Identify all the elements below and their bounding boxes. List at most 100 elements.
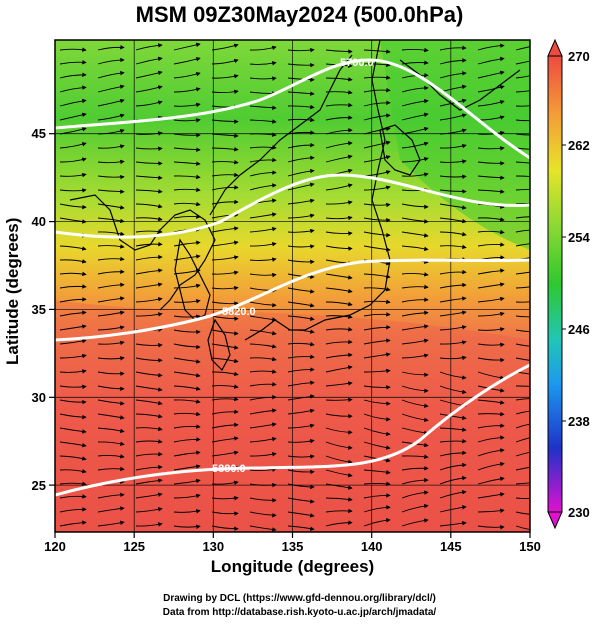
streamline-122: [249, 170, 277, 177]
streamline-168: [515, 216, 530, 219]
streamline-316: [211, 384, 239, 389]
streamline-377: [59, 455, 87, 461]
streamline-451: [401, 518, 429, 527]
streamline-291: [249, 356, 277, 362]
streamline-229: [363, 287, 391, 292]
streamline-367: [173, 437, 201, 443]
streamline-313: [97, 385, 125, 392]
streamline-357: [287, 423, 315, 429]
colorbar-bottom-arrow: [547, 511, 563, 530]
streamline-259: [515, 315, 530, 318]
streamline-386: [401, 454, 429, 459]
streamline-324: [515, 385, 530, 387]
streamline-42: [173, 87, 201, 93]
streamline-215: [325, 273, 353, 280]
streamline-220: [515, 271, 530, 275]
streamline-79: [97, 128, 125, 135]
streamline-115: [477, 161, 505, 166]
streamline-247: [59, 310, 87, 317]
streamline-254: [325, 314, 353, 319]
streamline-351: [59, 427, 87, 434]
streamline-275: [135, 343, 163, 348]
streamline-121: [211, 172, 239, 178]
streamline-221: [59, 284, 87, 289]
streamline-191: [401, 245, 429, 251]
streamline-370: [287, 438, 315, 444]
streamline-445: [173, 524, 201, 530]
streamline-354: [173, 424, 201, 429]
streamline-297: [477, 357, 505, 363]
streamline-450: [363, 518, 391, 527]
streamline-359: [363, 427, 391, 437]
streamline-162: [287, 213, 315, 219]
streamline-389: [515, 451, 530, 457]
streamline-223: [135, 282, 163, 289]
streamline-211: [173, 268, 201, 275]
streamline-344: [287, 408, 315, 415]
streamline-453: [477, 524, 505, 530]
streamline-444: [135, 522, 163, 527]
streamline-138: [363, 185, 391, 191]
streamline-252: [249, 315, 277, 322]
streamline-358: [325, 427, 353, 435]
streamline-439: [439, 505, 467, 513]
streamline-293: [325, 352, 353, 359]
streamline-427: [477, 492, 505, 499]
streamline-337: [515, 398, 530, 401]
streamline-177: [363, 231, 391, 238]
colorbar-label-270: 270: [568, 49, 590, 64]
streamline-135: [249, 183, 277, 191]
streamline-21: [363, 62, 391, 67]
streamline-87: [401, 126, 429, 135]
streamline-446: [211, 525, 239, 531]
streamline-430: [97, 506, 125, 513]
streamline-256: [401, 310, 429, 317]
streamline-166: [439, 217, 467, 224]
streamline-347: [401, 413, 429, 423]
streamline-317: [249, 381, 277, 387]
streamline-302: [173, 371, 201, 378]
streamline-118: [97, 174, 125, 180]
streamline-417: [97, 492, 125, 499]
streamline-301: [135, 371, 163, 378]
lat-tick-45: 45: [32, 126, 46, 141]
streamline-152: [401, 203, 429, 210]
lat-tick-30: 30: [32, 390, 46, 405]
lon-tick-130: 130: [202, 539, 224, 554]
streamline-447: [249, 525, 277, 532]
streamline-388: [477, 448, 505, 457]
streamline-185: [173, 240, 201, 247]
streamline-454: [515, 525, 530, 530]
streamline-158: [135, 216, 163, 222]
streamline-341: [173, 411, 201, 417]
streamline-352: [97, 427, 125, 434]
streamline-200: [249, 257, 277, 262]
streamline-374: [439, 438, 467, 444]
colorbar-top-arrow: [547, 38, 563, 57]
streamline-71: [287, 117, 315, 123]
streamline-27: [97, 70, 125, 79]
streamline-419: [173, 493, 201, 499]
streamline-369: [249, 437, 277, 443]
streamline-261: [97, 325, 125, 331]
contour-5700: [55, 58, 530, 160]
lon-tick-135: 135: [282, 539, 304, 554]
streamline-11: [477, 43, 505, 51]
streamline-423: [325, 497, 353, 502]
contour-5880: [55, 363, 530, 497]
streamline-272: [515, 329, 530, 333]
streamline-145: [135, 203, 163, 209]
streamline-366: [135, 439, 163, 444]
streamline-178: [401, 231, 429, 238]
streamline-231: [439, 282, 467, 289]
streamline-416: [59, 494, 87, 499]
streamline-186: [211, 240, 239, 247]
streamline-113: [401, 157, 429, 163]
streamline-50: [477, 85, 505, 93]
streamline-164: [363, 217, 391, 223]
streamline-94: [173, 147, 201, 152]
streamline-36: [439, 71, 467, 79]
streamline-201: [287, 259, 315, 265]
streamline-387: [439, 450, 467, 457]
streamline-295: [401, 353, 429, 359]
